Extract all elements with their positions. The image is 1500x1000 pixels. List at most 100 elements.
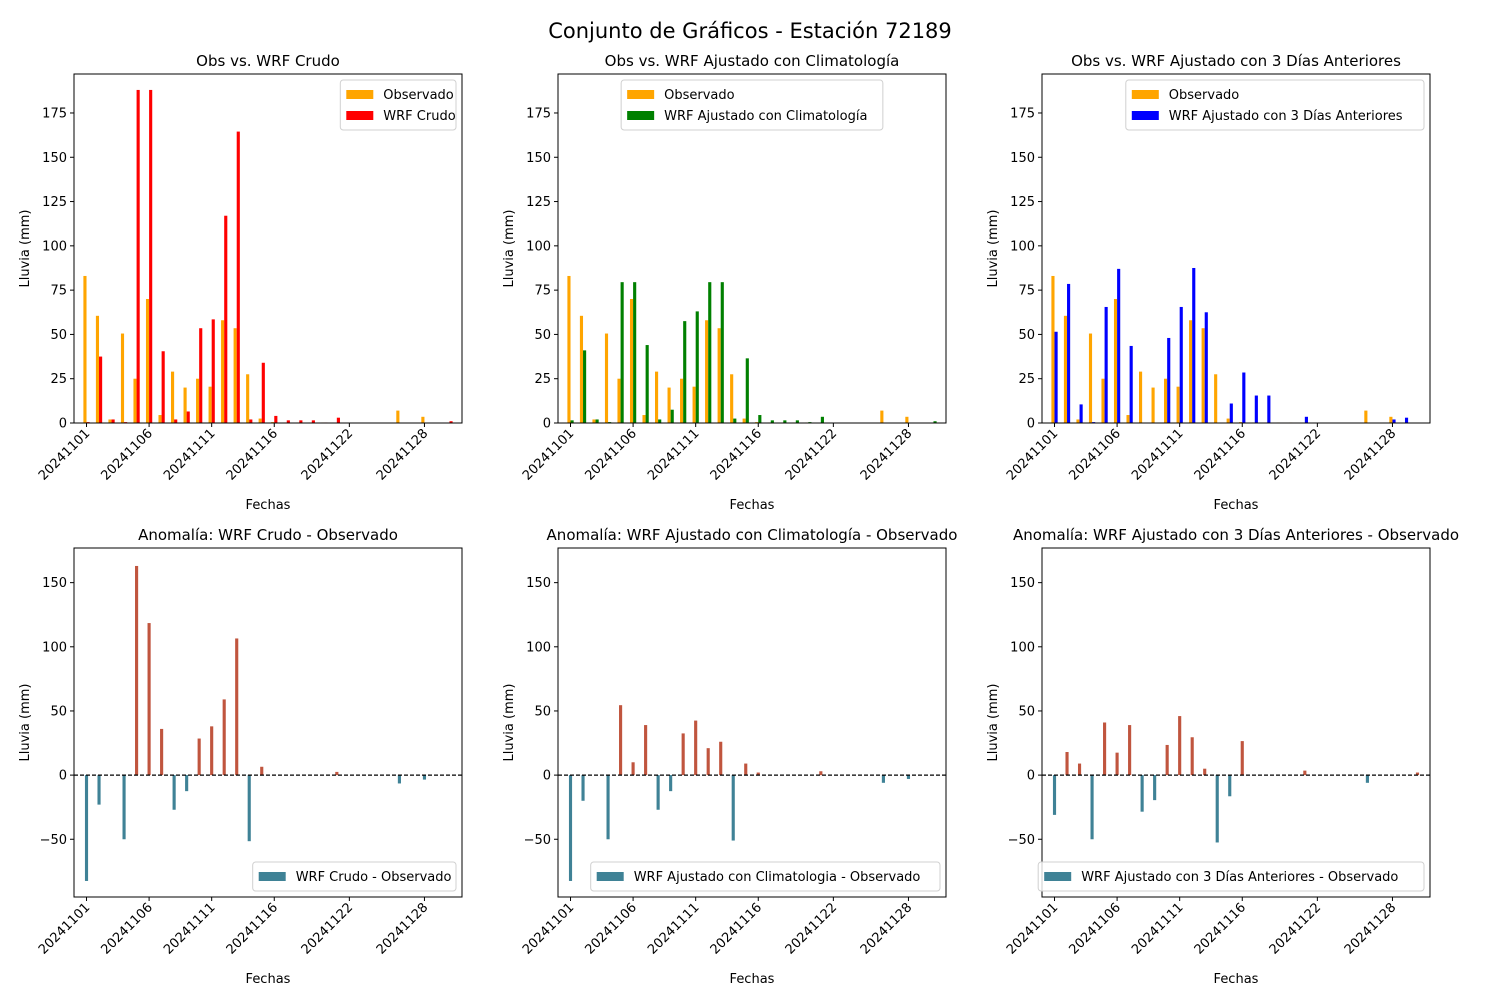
x-tick-label: 20241101	[1004, 900, 1061, 957]
x-tick-label: 20241122	[1267, 426, 1324, 483]
bar	[595, 419, 599, 423]
bar	[311, 420, 315, 423]
bar	[669, 775, 673, 792]
axes-frame	[1041, 547, 1431, 898]
legend-swatch	[627, 111, 655, 120]
legend-box	[590, 861, 941, 892]
x-tick-label: 20241122	[1267, 900, 1324, 957]
bar	[629, 298, 634, 423]
x-tick-label: 20241111	[645, 900, 702, 957]
bar	[299, 420, 303, 423]
bar	[1364, 410, 1368, 423]
legend-box	[1037, 861, 1425, 892]
x-tick-label: 20241106	[1067, 426, 1124, 483]
bar	[581, 775, 585, 801]
x-axis-label: Fechas	[1214, 972, 1259, 987]
chart-title: Anomalía: WRF Ajustado con 3 Días Anteri…	[1013, 526, 1459, 544]
bar	[758, 415, 762, 423]
bar	[186, 411, 190, 423]
bar	[1077, 763, 1082, 776]
y-tick-label: 125	[42, 195, 67, 210]
bar	[197, 738, 201, 776]
x-tick-label: 20241128	[1342, 900, 1399, 957]
bar	[1304, 416, 1308, 423]
y-tick-label: 50	[534, 704, 551, 719]
y-tick-label: 0	[1027, 417, 1035, 432]
bar	[161, 351, 165, 423]
bar	[1240, 741, 1244, 776]
x-tick-label: 20241101	[1004, 426, 1061, 483]
bar	[619, 705, 623, 776]
x-tick-label: 20241128	[374, 900, 431, 957]
x-tick-label: 20241116	[708, 426, 765, 483]
bar	[274, 415, 278, 423]
bar	[681, 733, 685, 776]
x-tick-label: 20241106	[583, 426, 640, 483]
bar	[1088, 333, 1093, 423]
y-tick-label: 100	[1010, 239, 1035, 254]
x-tick-label: 20241111	[1129, 900, 1186, 957]
bar	[1090, 775, 1094, 840]
bar	[880, 410, 884, 423]
bar	[730, 374, 734, 423]
y-tick-label: 0	[59, 417, 67, 432]
bar	[606, 775, 610, 840]
y-tick-label: 50	[1018, 328, 1035, 343]
bar	[570, 420, 574, 423]
x-tick-label: 20241111	[1129, 426, 1186, 483]
legend: WRF Ajustado con 3 Días Anteriores - Obs…	[1037, 861, 1425, 892]
bar	[1214, 374, 1218, 423]
bar	[717, 328, 721, 423]
legend-box	[620, 79, 884, 131]
y-axis-label: Lluvia (mm)	[986, 684, 1001, 762]
x-tick-label: 20241122	[299, 900, 356, 957]
x-tick-label: 20241128	[374, 426, 431, 483]
bar	[1415, 772, 1420, 776]
x-tick-label: 20241122	[783, 426, 840, 483]
bar	[1164, 378, 1168, 423]
legend-box	[252, 861, 457, 892]
bar	[819, 771, 823, 776]
bar	[97, 775, 101, 805]
bar	[568, 775, 573, 881]
chart-panel-4: Anomalía: WRF Crudo - Observado −50 0 50 100…	[18, 526, 463, 987]
bar	[1192, 267, 1196, 423]
bar	[645, 345, 649, 423]
bar	[1052, 775, 1057, 815]
bar	[249, 419, 253, 423]
bar	[172, 775, 176, 810]
x-axis-label: Fechas	[246, 498, 291, 513]
bar	[111, 419, 115, 423]
bar	[99, 356, 103, 423]
bar	[592, 419, 596, 423]
y-tick-label: 100	[526, 239, 551, 254]
bar	[783, 420, 787, 423]
chart-title: Anomalía: WRF Ajustado con Climatología …	[547, 526, 958, 544]
bar	[720, 282, 724, 423]
y-tick-label: 150	[526, 576, 551, 591]
legend-swatch	[1044, 872, 1072, 881]
bar	[83, 275, 87, 423]
bar	[706, 748, 710, 776]
y-tick-label: 25	[1018, 372, 1035, 387]
bar	[147, 623, 151, 776]
y-tick-label: 0	[59, 769, 67, 784]
x-tick-label: 20241101	[36, 426, 93, 483]
y-tick-label: 100	[42, 239, 67, 254]
bar	[108, 419, 112, 423]
bar	[756, 772, 760, 776]
bar	[135, 565, 139, 776]
bar	[1079, 404, 1083, 423]
bar	[708, 282, 712, 423]
bar	[667, 387, 671, 423]
bar	[1128, 725, 1132, 776]
x-tick-label: 20241101	[520, 426, 577, 483]
bar	[133, 378, 137, 423]
bar	[683, 321, 687, 423]
bar	[1101, 378, 1105, 423]
y-tick-label: 150	[526, 151, 551, 166]
bar	[742, 418, 746, 423]
x-tick-label: 20241111	[161, 426, 218, 483]
bar	[745, 358, 749, 423]
x-tick-label: 20241128	[858, 900, 915, 957]
